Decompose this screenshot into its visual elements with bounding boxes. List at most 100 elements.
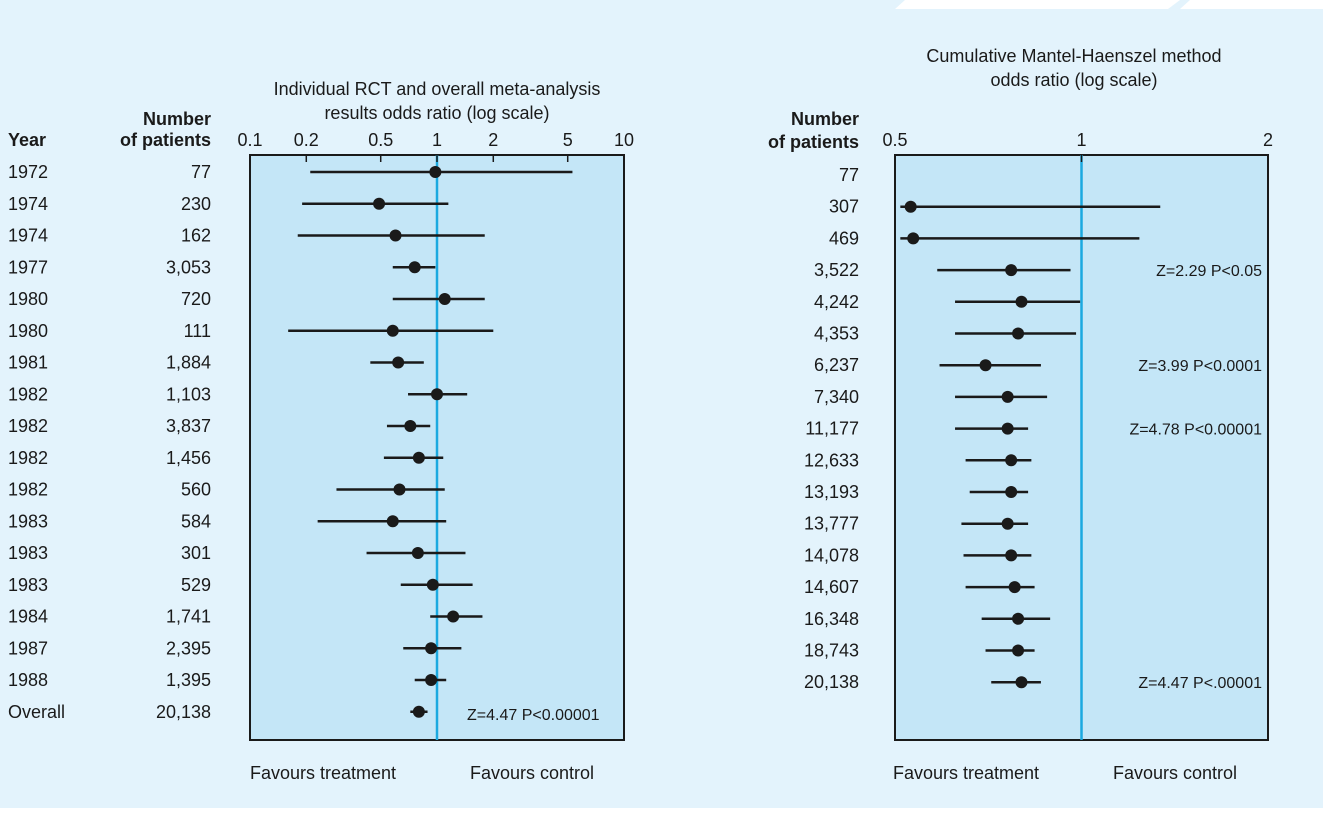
- row-patients-label: 469: [829, 228, 859, 248]
- row-year-label: 1982: [8, 480, 48, 500]
- patients-header-line: Number: [791, 109, 859, 129]
- right-forest-chart: Cumulative Mantel-Haenszel method odds ra…: [768, 46, 1273, 783]
- row-patients-label: 20,138: [156, 702, 211, 722]
- point-estimate-marker: [373, 197, 386, 210]
- x-tick-label: 2: [488, 130, 498, 150]
- row-patients-label: 1,103: [166, 384, 211, 404]
- row-patients-label: 1,884: [166, 353, 211, 373]
- chart-title-line: odds ratio (log scale): [990, 70, 1157, 90]
- patients-header-line: of patients: [768, 132, 859, 152]
- z-statistic-annotation: Z=4.78 P<0.00001: [1129, 422, 1262, 439]
- row-year-label: 1977: [8, 257, 48, 277]
- point-estimate-marker: [1005, 486, 1018, 498]
- point-estimate-marker: [1005, 454, 1018, 467]
- row-patients-label: 20,138: [804, 672, 859, 692]
- row-patients-label: 230: [181, 194, 211, 214]
- row-patients-label: 12,633: [804, 450, 859, 470]
- point-estimate-marker: [393, 483, 406, 496]
- point-estimate-marker: [1001, 390, 1014, 403]
- point-estimate-marker: [1015, 295, 1028, 308]
- row-patients-label: 77: [191, 162, 211, 182]
- chart-title-line: Individual RCT and overall meta-analysis: [274, 79, 601, 99]
- row-patients-label: 6,237: [814, 355, 859, 375]
- row-year-label: 1982: [8, 416, 48, 436]
- row-patients-label: 14,078: [804, 545, 859, 565]
- point-estimate-marker: [1008, 581, 1021, 594]
- row-patients-label: 1,741: [166, 607, 211, 627]
- point-estimate-marker: [426, 578, 439, 591]
- row-patients-label: 16,348: [804, 609, 859, 629]
- row-patients-label: 2,395: [166, 638, 211, 658]
- row-year-label: 1972: [8, 162, 48, 182]
- row-year-label: 1980: [8, 289, 48, 309]
- point-estimate-marker: [411, 547, 424, 559]
- row-patients-label: 720: [181, 289, 211, 309]
- row-year-label: 1983: [8, 511, 48, 531]
- point-estimate-marker: [1015, 676, 1028, 689]
- row-year-label: 1980: [8, 321, 48, 341]
- point-estimate-marker: [425, 642, 438, 655]
- point-estimate-marker: [1001, 517, 1014, 530]
- point-estimate-marker: [408, 261, 421, 274]
- point-estimate-marker: [431, 388, 443, 401]
- chart-title-line: results odds ratio (log scale): [324, 103, 549, 123]
- row-patients-label: 18,743: [804, 641, 859, 661]
- chart-title-line: Cumulative Mantel-Haenszel method: [926, 46, 1221, 66]
- row-patients-label: 1,395: [166, 670, 211, 690]
- point-estimate-marker: [1012, 327, 1025, 340]
- row-year-label: 1974: [8, 226, 48, 246]
- point-estimate-marker: [1012, 644, 1025, 657]
- row-year-label: 1987: [8, 638, 48, 658]
- z-statistic-annotation: Z=3.99 P<0.0001: [1138, 358, 1262, 375]
- deco-band-2: [1180, 0, 1323, 9]
- row-patients-label: 307: [829, 197, 859, 217]
- left-forest-chart: Individual RCT and overall meta-analysis…: [8, 79, 634, 783]
- row-patients-label: 1,456: [166, 448, 211, 468]
- favours-control-label: Favours control: [470, 763, 594, 783]
- favours-treatment-label: Favours treatment: [250, 763, 396, 783]
- x-tick-label: 0.1: [237, 130, 262, 150]
- point-estimate-marker: [392, 356, 405, 369]
- point-estimate-marker: [429, 166, 442, 178]
- x-tick-label: 0.2: [294, 130, 319, 150]
- row-year-label: 1974: [8, 194, 48, 214]
- point-estimate-marker: [389, 229, 402, 242]
- x-tick-label: 1: [1076, 130, 1086, 150]
- row-year-label: 1988: [8, 670, 48, 690]
- z-statistic-annotation: Z=4.47 P<0.00001: [467, 707, 600, 724]
- row-patients-label: 4,353: [814, 324, 859, 344]
- point-estimate-marker: [425, 674, 438, 686]
- row-patients-label: 3,053: [166, 257, 211, 277]
- row-year-label: 1982: [8, 448, 48, 468]
- row-year-label: 1981: [8, 353, 48, 373]
- row-patients-label: 11,177: [805, 419, 859, 439]
- row-year-label: 1983: [8, 543, 48, 563]
- z-statistic-annotation: Z=2.29 P<0.05: [1156, 263, 1262, 280]
- point-estimate-marker: [386, 324, 399, 337]
- patients-header-line: Number: [143, 109, 211, 129]
- point-estimate-marker: [904, 200, 917, 213]
- row-patients-label: 77: [839, 165, 859, 185]
- point-estimate-marker: [1012, 612, 1025, 625]
- point-estimate-marker: [386, 515, 399, 528]
- row-year-label: 1984: [8, 607, 48, 627]
- row-patients-label: 301: [181, 543, 211, 563]
- point-estimate-marker: [412, 705, 425, 718]
- row-year-label: Overall: [8, 702, 65, 722]
- point-estimate-marker: [412, 451, 425, 464]
- x-tick-label: 0.5: [882, 130, 907, 150]
- row-patients-label: 584: [181, 511, 211, 531]
- x-tick-label: 10: [614, 130, 634, 150]
- row-patients-label: 529: [181, 575, 211, 595]
- x-tick-label: 1: [432, 130, 442, 150]
- row-patients-label: 560: [181, 480, 211, 500]
- point-estimate-marker: [404, 420, 417, 432]
- row-patients-label: 111: [184, 321, 211, 341]
- row-patients-label: 13,777: [804, 514, 859, 534]
- deco-band-1: [895, 0, 1180, 9]
- z-statistic-annotation: Z=4.47 P<.00001: [1138, 675, 1262, 692]
- row-patients-label: 3,837: [166, 416, 211, 436]
- row-patients-label: 3,522: [814, 260, 859, 280]
- patients-header-line: of patients: [120, 130, 211, 150]
